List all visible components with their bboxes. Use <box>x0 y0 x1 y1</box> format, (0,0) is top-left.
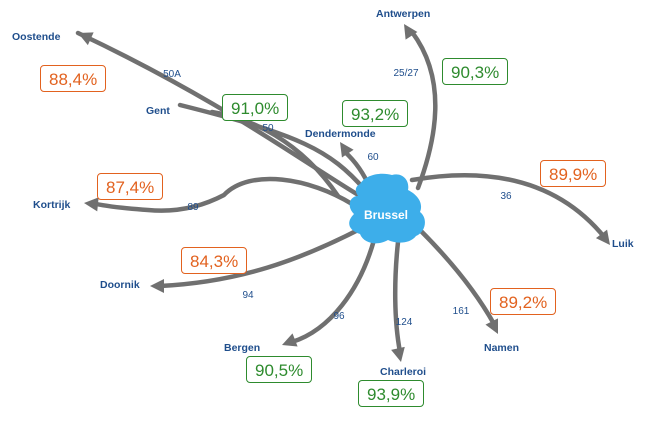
city-label-dendermonde: Dendermonde <box>305 128 376 140</box>
road-number-namen: 161 <box>453 306 470 317</box>
punctuality-box-antwerpen: 90,3% <box>442 58 509 85</box>
route-arrow-bergen <box>282 333 298 347</box>
punctuality-box-bergen: 90,5% <box>246 356 313 383</box>
city-label-oostende: Oostende <box>12 31 61 43</box>
route-line-charleroi <box>392 239 403 355</box>
route-line-luik <box>409 173 608 241</box>
punctuality-box-namen: 89,2% <box>490 288 557 315</box>
city-label-luik: Luik <box>612 238 634 250</box>
city-label-bergen: Bergen <box>224 342 260 354</box>
route-arrow-luik <box>595 229 610 245</box>
route-line-antwerpen <box>409 29 438 191</box>
route-line-namen <box>417 227 497 327</box>
road-number-dendermonde: 60 <box>367 152 379 163</box>
brussel-region-shape <box>349 173 425 244</box>
route-line-doornik <box>157 225 365 289</box>
city-label-antwerpen: Antwerpen <box>376 8 430 20</box>
punctuality-box-charleroi: 93,9% <box>358 380 425 407</box>
punctuality-box-luik: 89,9% <box>540 160 607 187</box>
road-number-luik: 36 <box>500 191 512 202</box>
road-number-kortrijk: 89 <box>187 202 199 213</box>
route-line-bergen <box>289 237 377 345</box>
route-arrow-oostende <box>78 32 94 46</box>
city-and-road-labels: Oostende 50A Gent 50 Dendermonde 60 Antwerpen 2… <box>12 8 634 378</box>
city-label-namen: Namen <box>484 342 519 354</box>
punctuality-box-kortrijk: 87,4% <box>97 173 164 200</box>
city-label-charleroi: Charleroi <box>380 366 426 378</box>
road-number-charleroi: 124 <box>396 317 413 328</box>
road-number-antwerpen: 25/27 <box>393 68 418 79</box>
route-arrow-dendermonde <box>340 142 354 158</box>
punctuality-box-dendermonde: 93,2% <box>342 100 409 127</box>
route-arrow-namen <box>485 318 498 334</box>
road-number-oostende: 50A <box>163 69 181 80</box>
punctuality-box-oostende: 88,4% <box>40 65 107 92</box>
punctuality-box-doornik: 84,3% <box>181 247 248 274</box>
route-arrow-kortrijk <box>84 197 99 212</box>
brussel-label: Brussel <box>364 208 408 222</box>
city-label-kortrijk: Kortrijk <box>33 199 71 211</box>
city-label-doornik: Doornik <box>100 279 140 291</box>
punctuality-box-gent: 91,0% <box>222 94 289 121</box>
road-number-bergen: 96 <box>333 311 345 322</box>
route-arrow-antwerpen <box>404 24 418 40</box>
route-arrow-doornik <box>150 279 164 293</box>
route-arrow-charleroi <box>391 346 405 362</box>
route-line-kortrijk <box>89 176 355 213</box>
city-label-gent: Gent <box>146 105 170 117</box>
road-number-gent: 50 <box>262 123 274 134</box>
road-number-doornik: 94 <box>242 290 254 301</box>
route-lines <box>75 24 610 362</box>
